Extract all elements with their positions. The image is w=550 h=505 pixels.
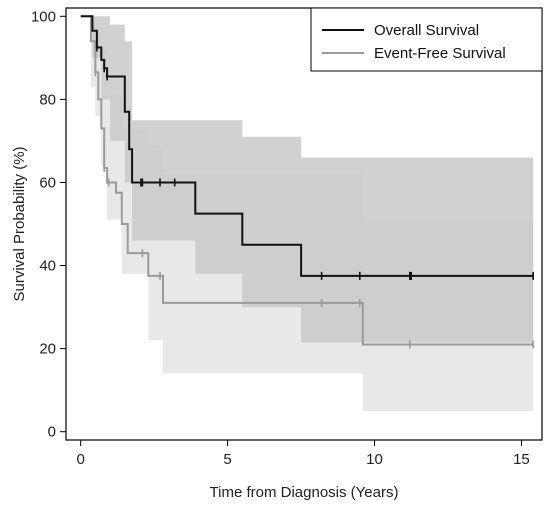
legend: Overall Survival Event-Free Survival: [310, 7, 543, 72]
y-tick-label: 0: [48, 424, 56, 441]
y-tick-label: 60: [39, 174, 56, 191]
confidence-bands: [80, 16, 534, 411]
legend-label-event-free: Event-Free Survival: [374, 45, 506, 62]
confidence-band-overall: [80, 16, 534, 366]
legend-box: [310, 7, 543, 72]
y-axis-label: Survival Probability (%): [11, 146, 28, 301]
survival-curve-overall: [80, 15, 534, 277]
x-tick-label: 15: [513, 451, 530, 468]
plot-frame: [65, 7, 543, 441]
x-tick-label: 5: [223, 451, 231, 468]
x-tick-label: 10: [366, 451, 383, 468]
censor-marks: [94, 43, 535, 349]
y-tick-label: 100: [31, 8, 56, 25]
y-tick-label: 40: [39, 258, 56, 275]
x-axis-ticks: 0 5 10 15: [77, 440, 530, 468]
y-tick-label: 80: [39, 91, 56, 108]
legend-label-overall: Overall Survival: [374, 22, 479, 39]
y-axis-ticks: 0 20 40 60 80 100: [31, 8, 66, 441]
x-axis-label: Time from Diagnosis (Years): [210, 484, 399, 501]
x-tick-label: 0: [77, 451, 85, 468]
y-tick-label: 20: [39, 341, 56, 358]
